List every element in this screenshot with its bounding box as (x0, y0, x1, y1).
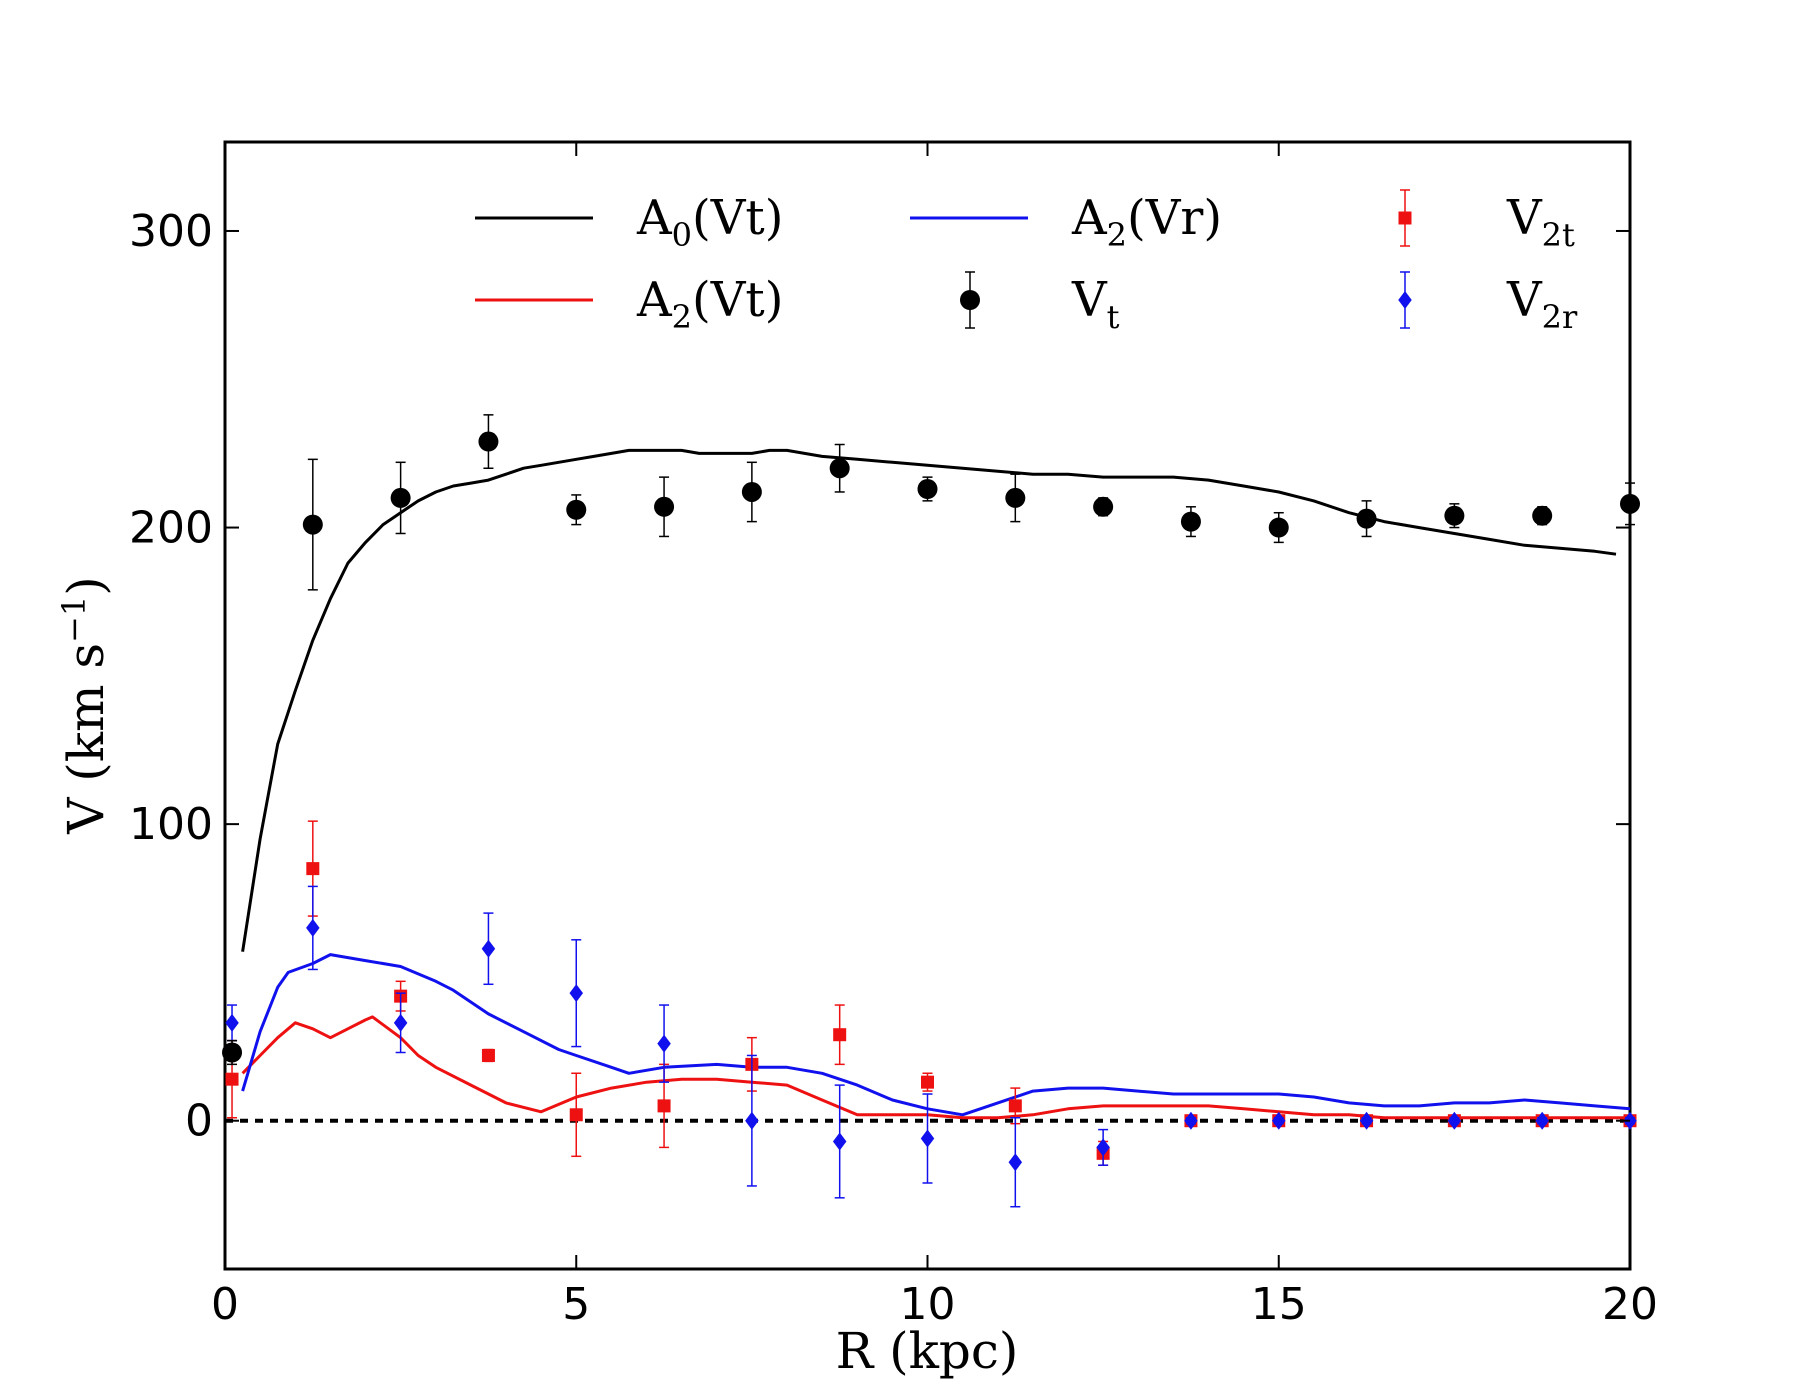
vt-point (917, 478, 938, 499)
vt-point (741, 481, 762, 502)
legend-label-base: V (1071, 272, 1108, 328)
legend-label: A2(Vr) (1071, 190, 1222, 254)
vt-point (478, 431, 499, 452)
vt-point (222, 1042, 243, 1063)
vt-point (829, 458, 850, 479)
legend-label-base: V (1506, 190, 1543, 246)
y-tick-label: 0 (185, 1096, 213, 1147)
y-tick-label: 300 (129, 206, 213, 257)
v2r-point (1008, 1153, 1023, 1172)
x-axis-title: R (kpc) (836, 1322, 1019, 1380)
v2t-point (921, 1075, 934, 1089)
legend-entry-a2-vr: A2(Vr) (910, 190, 1222, 254)
curve-a0-vt (241, 448, 1617, 952)
legend-swatch-marker (960, 290, 980, 310)
legend-label-subscript: 2 (1107, 216, 1127, 254)
v2t-point (657, 1099, 671, 1113)
v2r-point (745, 1111, 759, 1130)
vt-point (1005, 487, 1026, 508)
x-tick-label: 15 (1251, 1279, 1307, 1330)
vt-point (1532, 505, 1553, 526)
legend-label-subscript: 0 (672, 216, 692, 254)
legend-label: V2t (1506, 190, 1575, 254)
v2r-point (832, 1132, 847, 1151)
x-tick-label: 5 (562, 1279, 590, 1330)
vt-point (1268, 517, 1289, 538)
v2r-point (920, 1129, 935, 1148)
v2t-point (481, 1048, 495, 1062)
v2r-point (1272, 1111, 1286, 1130)
v2r-point (306, 918, 320, 937)
v2t-point (1008, 1099, 1022, 1113)
legend-label: Vt (1071, 272, 1120, 336)
x-tick-label: 20 (1602, 1279, 1658, 1330)
y-axis-title-close: ) (57, 576, 115, 596)
vt-point (1180, 511, 1201, 532)
vt-point (1444, 505, 1465, 526)
v2r-point (1096, 1138, 1110, 1157)
vt-point (566, 499, 587, 520)
y-tick-label: 100 (129, 799, 213, 850)
v2r-point (569, 984, 583, 1003)
vt-point (1356, 508, 1377, 529)
x-tick-label: 10 (900, 1279, 956, 1330)
curve-a2-vr (241, 953, 1631, 1117)
legend-label-subscript: 2t (1542, 216, 1575, 254)
legend-entry-v2t: V2t (1398, 189, 1575, 254)
curve-a2-vt (241, 1015, 1630, 1120)
legend-label-base: A (636, 190, 673, 246)
vt-point (654, 496, 675, 517)
y-axis-title-main: V (km s (57, 643, 115, 835)
legend-entry-vt: Vt (960, 271, 1120, 336)
v2t-point (569, 1108, 583, 1122)
v2r-point (393, 1013, 408, 1032)
vt-point (1093, 496, 1114, 517)
legend-label: A0(Vt) (636, 190, 783, 254)
y-axis-title-exp: −1 (55, 596, 93, 643)
vt-point (390, 487, 411, 508)
v2r-point (1184, 1111, 1198, 1130)
v2t-point (225, 1072, 239, 1086)
v2r-point (481, 939, 496, 958)
v2t-point (833, 1028, 847, 1042)
y-axis-title: V (km s−1) (55, 576, 115, 834)
legend-swatch-marker (1398, 211, 1412, 225)
legend-label-subscript: 2r (1542, 298, 1578, 336)
v2r-point (1359, 1111, 1374, 1130)
legend-label: A2(Vt) (636, 272, 783, 336)
legend-label-base: A (1071, 190, 1108, 246)
legend-swatch-marker (1398, 291, 1412, 309)
legend-label-rest: (Vt) (692, 272, 783, 328)
y-tick-label: 200 (129, 503, 213, 554)
legend-label-base: A (636, 272, 673, 328)
v2r-point (225, 1013, 239, 1032)
legend-entry-a0-vt: A0(Vt) (475, 190, 783, 254)
legend-label-base: V (1506, 272, 1543, 328)
legend-label-subscript: t (1107, 298, 1120, 336)
v2r-point (1535, 1111, 1549, 1130)
legend-label: V2r (1506, 272, 1578, 336)
legend-label-subscript: 2 (672, 298, 692, 336)
legend-entry-a2-vt: A2(Vt) (475, 272, 783, 336)
legend-entry-v2r: V2r (1398, 271, 1578, 336)
vt-point (302, 514, 323, 535)
vt-point (1620, 493, 1640, 514)
v2r-point (1447, 1111, 1462, 1130)
x-tick-label: 0 (211, 1279, 239, 1330)
legend-label-rest: (Vr) (1127, 190, 1222, 246)
v2t-point (306, 862, 320, 876)
legend-label-rest: (Vt) (692, 190, 783, 246)
v2r-point (657, 1034, 671, 1053)
